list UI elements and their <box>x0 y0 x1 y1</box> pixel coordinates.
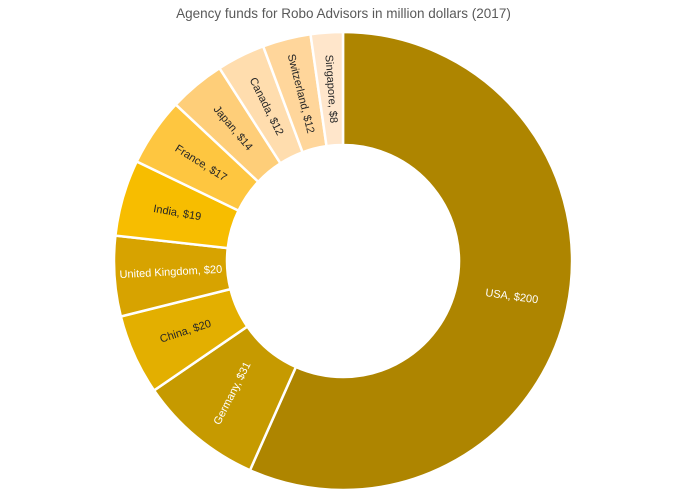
slice-singapore <box>309 30 345 148</box>
chart-title: Agency funds for Robo Advisors in millio… <box>176 6 511 21</box>
data-label: United Kingdom, $20 <box>119 264 222 281</box>
data-label: Singapore, $8 <box>322 54 339 123</box>
slice-usa <box>248 30 574 492</box>
